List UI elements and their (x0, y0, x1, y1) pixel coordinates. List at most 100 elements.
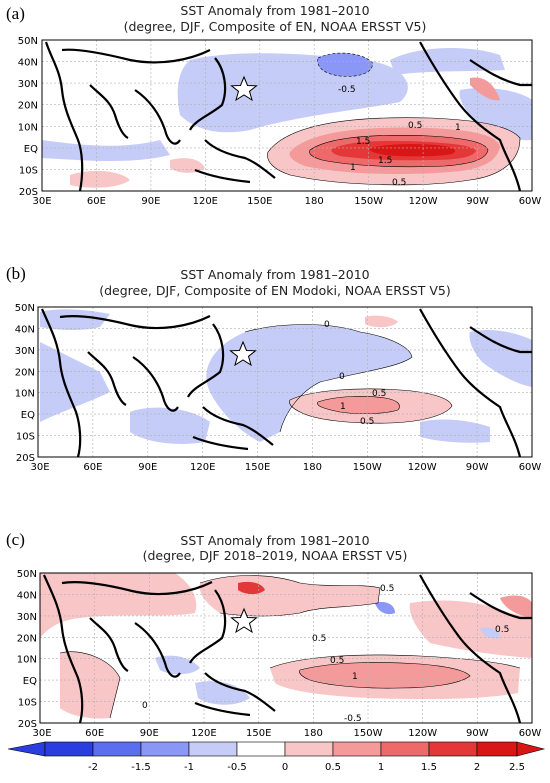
lon-label: 60W (519, 196, 542, 207)
lon-label: 90W (466, 728, 489, 738)
lon-label: 180 (305, 196, 324, 207)
colorbar-tick: -0.5 (227, 762, 247, 773)
contour-label: 0.5 (408, 121, 422, 131)
contour-label: -0.5 (338, 85, 356, 95)
lon-label: 60E (85, 728, 104, 738)
star-icon (230, 75, 258, 102)
lat-label: EQ (21, 410, 35, 421)
colorbar-tick: 0.5 (325, 762, 341, 773)
lat-label: EQ (23, 676, 37, 687)
lon-label: 60E (83, 462, 102, 473)
lat-label: 50N (17, 569, 37, 580)
lon-label: 60W (519, 462, 542, 473)
colorbar-tick: -2 (88, 762, 98, 773)
lon-label: 120E (193, 196, 218, 207)
contour-label: 0 (339, 372, 345, 382)
lat-label: 20N (15, 367, 35, 378)
sst-map: 0 0 0.5 1 0.5 50N 40N 30N 20N 10N EQ 10S… (15, 303, 542, 473)
colorbar-bin (188, 741, 238, 757)
contour-label: 0.5 (495, 625, 509, 635)
lat-label: 10N (15, 389, 35, 400)
panel-b: (b) SST Anomaly from 1981–2010 (degree, … (0, 262, 550, 477)
lon-label: 180 (303, 462, 322, 473)
sst-map: 0.5 0.5 0.5 0.5 1 -0.5 0 50N 40N 30N 20N… (17, 569, 542, 738)
lat-label: 40N (15, 324, 35, 335)
lon-label: 60E (87, 196, 106, 207)
colorbar-bin (332, 741, 382, 757)
lat-label: 10S (19, 165, 38, 176)
contour-label: 0.5 (392, 178, 406, 188)
lon-label: 90W (466, 196, 489, 207)
panel-c: (c) SST Anomaly from 1981–2010 (degree, … (0, 528, 550, 738)
lon-label: 150E (246, 728, 271, 738)
lon-label: 120E (190, 462, 215, 473)
lon-label: 150W (354, 196, 383, 207)
lat-label: 30N (18, 79, 38, 90)
lat-label: 40N (17, 590, 37, 601)
lon-label: 60W (519, 728, 542, 738)
lon-label: 90W (466, 462, 489, 473)
colorbar-bin (92, 741, 142, 757)
panel-letter: (a) (6, 4, 25, 23)
lat-label: EQ (24, 144, 38, 155)
lon-label: 150W (353, 462, 382, 473)
lon-label: 150W (354, 728, 383, 738)
lon-label: 30E (32, 196, 51, 207)
lat-label: 40N (18, 58, 38, 69)
colorbar-bin (284, 741, 334, 757)
colorbar-tick: 1.5 (421, 762, 437, 773)
colorbar-tick: 2 (474, 762, 480, 773)
lat-label: 20S (16, 453, 35, 464)
lat-label: 10S (18, 698, 37, 709)
panel-letter: (c) (6, 530, 25, 549)
contour-label: 0 (324, 320, 330, 330)
contour-label: 0.5 (380, 584, 394, 594)
lon-label: 90E (138, 462, 157, 473)
lon-label: 120W (409, 196, 438, 207)
lon-label: 120W (408, 462, 437, 473)
lat-label: 10N (18, 122, 38, 133)
sst-map: -0.5 0.5 1.5 1 1.5 1 0.5 50N 40N 30N 20N… (18, 36, 542, 207)
colorbar-bin (140, 741, 190, 757)
lat-label: 50N (15, 303, 35, 314)
lat-label: 10N (17, 655, 37, 666)
colorbar-arrow-left (7, 741, 46, 757)
lat-label: 20S (19, 187, 38, 198)
contour-label: 1 (340, 402, 346, 412)
colorbar-tick: 0 (282, 762, 288, 773)
lon-label: 90E (141, 196, 160, 207)
colorbar: -2 -1.5 -1 -0.5 0 0.5 1 1.5 2 2.5 (7, 741, 546, 773)
lon-label: 90E (140, 728, 159, 738)
lat-label: 20S (18, 719, 37, 730)
lon-label: 30E (32, 728, 51, 738)
colorbar-bin (44, 741, 94, 757)
contour-label: 0.5 (360, 417, 374, 427)
contour-label: 1.5 (356, 137, 370, 147)
contour-label: 0 (142, 701, 148, 711)
colorbar-bin (428, 741, 478, 757)
panel-title-line2: (degree, DJF, Composite of EN, NOAA ERSS… (123, 19, 427, 34)
panel-title-line1: SST Anomaly from 1981–2010 (180, 267, 370, 282)
panel-title-line1: SST Anomaly from 1981–2010 (180, 533, 370, 548)
lat-label: 20N (17, 633, 37, 644)
contour-label: 1 (350, 163, 356, 173)
colorbar-bin (236, 741, 286, 757)
colorbar-bin (380, 741, 430, 757)
colorbar-tick: -1.5 (131, 762, 151, 773)
lat-label: 10S (16, 432, 35, 443)
star-icon (229, 340, 257, 367)
contour-label: 0.5 (312, 634, 326, 644)
contour-label: 1 (352, 672, 358, 682)
lon-label: 180 (304, 728, 323, 738)
panel-title-line1: SST Anomaly from 1981–2010 (180, 3, 370, 18)
lon-label: 120W (408, 728, 437, 738)
colorbar-tick: -1 (184, 762, 194, 773)
contour-label: 0.5 (372, 389, 386, 399)
lon-label: 150E (247, 196, 272, 207)
panel-title-line2: (degree, DJF 2018–2019, NOAA ERSST V5) (142, 548, 408, 563)
colorbar-tick: 2.5 (509, 762, 525, 773)
lon-label: 120E (191, 728, 216, 738)
lat-label: 30N (17, 612, 37, 623)
panel-title-line2: (degree, DJF, Composite of EN Modoki, NO… (99, 283, 451, 298)
lat-label: 20N (18, 101, 38, 112)
